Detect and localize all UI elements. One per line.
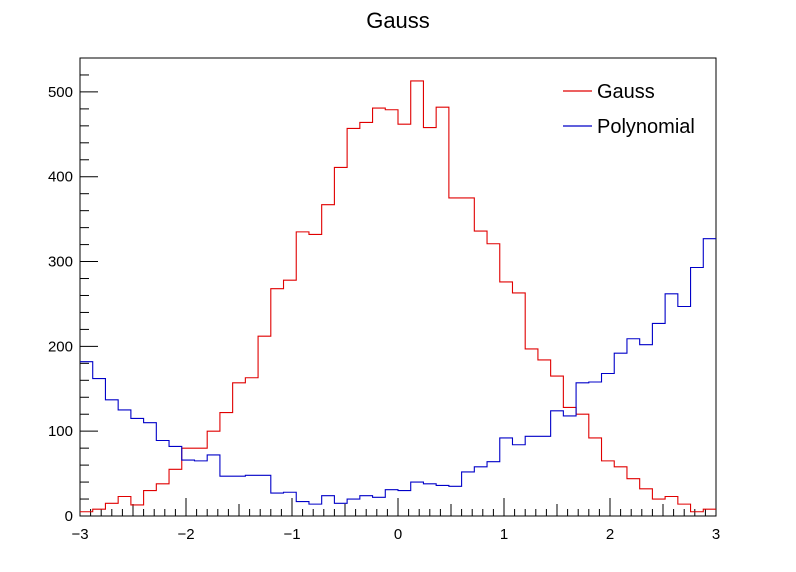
series-layer bbox=[80, 80, 716, 513]
x-axis: −3 −2 −1 0 1 2 3 bbox=[71, 498, 720, 543]
x-tick-label: −1 bbox=[283, 526, 300, 543]
y-axis: 0 100 200 300 400 500 bbox=[48, 74, 98, 525]
y-tick-label: 500 bbox=[48, 84, 73, 101]
legend-label-polynomial: Polynomial bbox=[597, 116, 695, 138]
chart-title: Gauss bbox=[366, 8, 430, 33]
legend-label-gauss: Gauss bbox=[597, 81, 655, 103]
x-tick-label: −3 bbox=[71, 526, 88, 543]
x-tick-label: 3 bbox=[712, 526, 720, 543]
x-tick-label: 0 bbox=[394, 526, 402, 543]
y-tick-label: 300 bbox=[48, 254, 73, 271]
y-tick-label: 100 bbox=[48, 423, 73, 440]
series-line-gauss bbox=[80, 80, 716, 513]
y-tick-label: 200 bbox=[48, 338, 73, 355]
legend: Gauss Polynomial bbox=[563, 81, 695, 138]
x-tick-label: 1 bbox=[500, 526, 508, 543]
y-tick-label: 400 bbox=[48, 169, 73, 186]
x-tick-label: 2 bbox=[606, 526, 614, 543]
x-tick-label: −2 bbox=[177, 526, 194, 543]
series-line-polynomial bbox=[80, 238, 716, 505]
y-tick-label: 0 bbox=[65, 508, 73, 525]
